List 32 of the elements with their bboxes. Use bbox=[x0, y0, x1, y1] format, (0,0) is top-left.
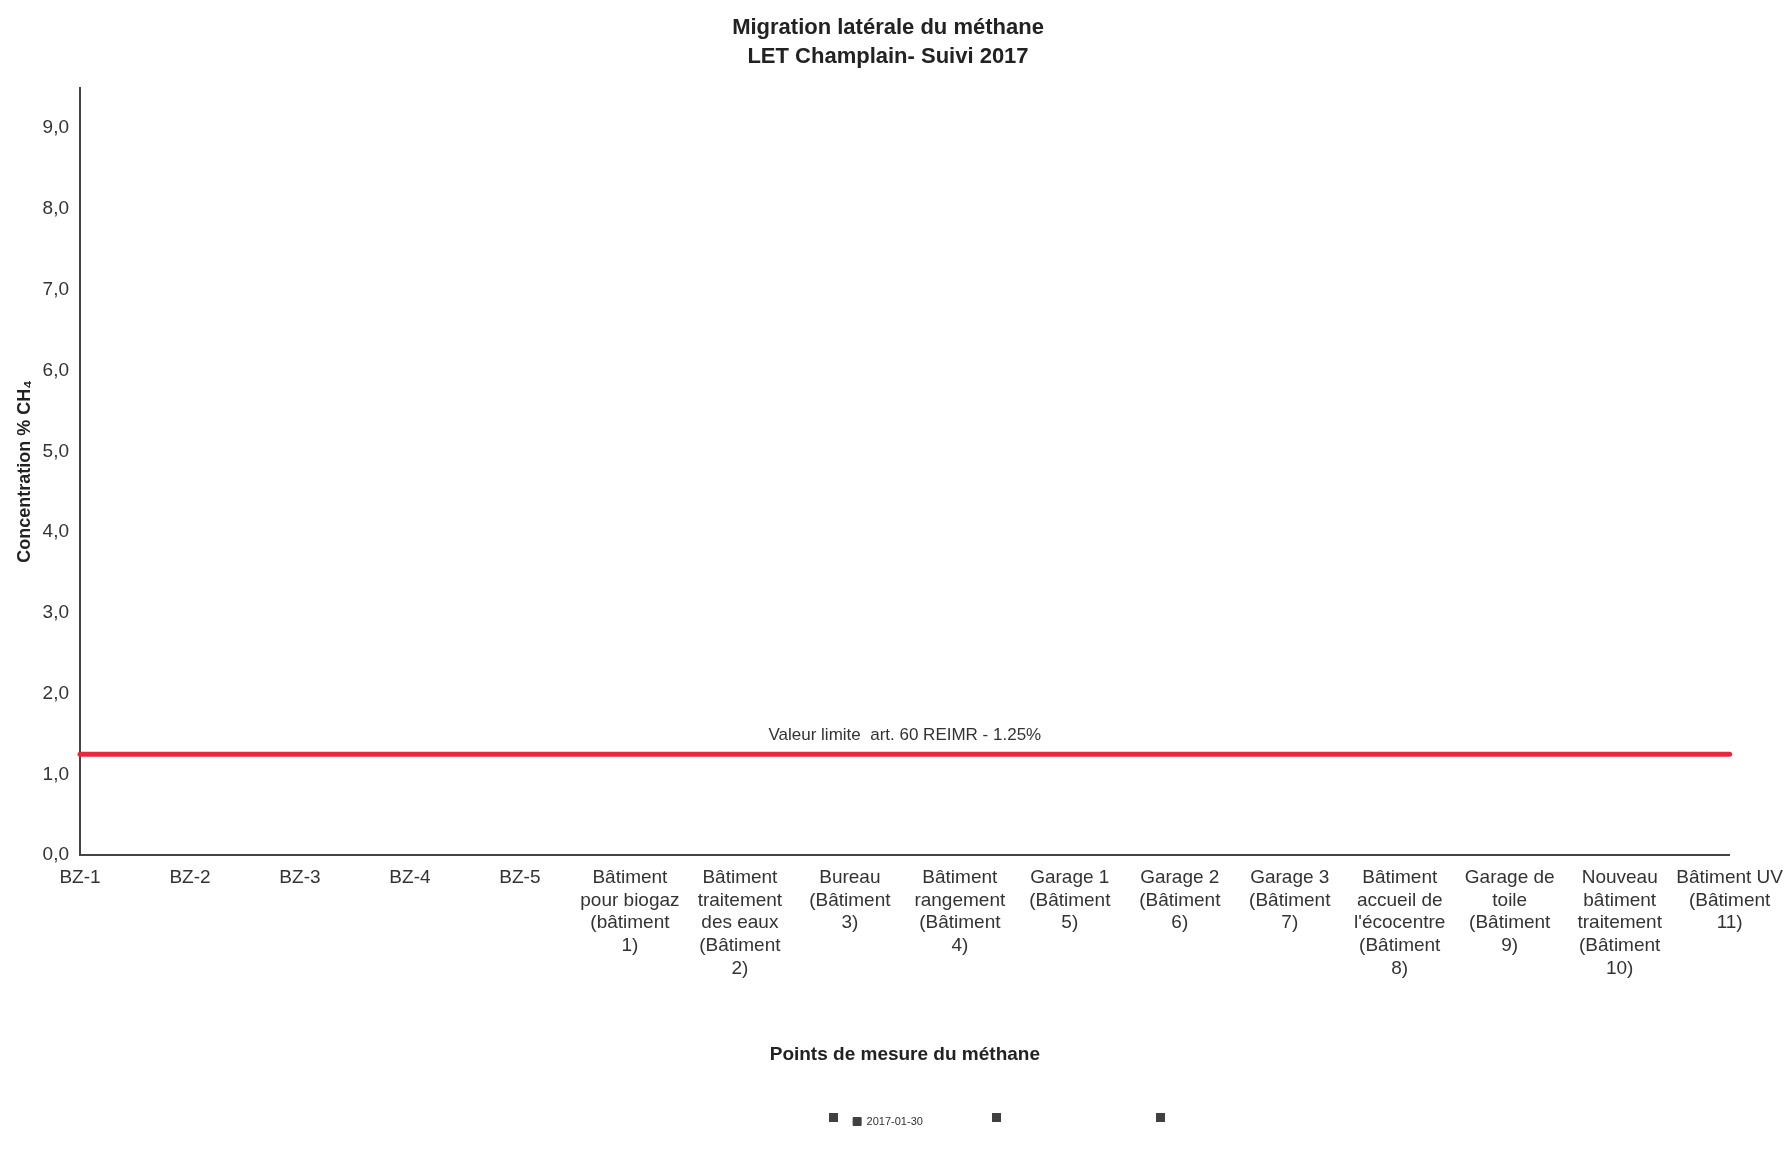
x-tick-label: Bâtiment accueil de l'écocentre (Bâtiment 8) bbox=[1354, 865, 1446, 979]
ref-line-label: Valeur limite art. 60 REIMR - 1.25% bbox=[768, 725, 1042, 745]
x-tick-label: BZ-2 bbox=[169, 865, 211, 887]
x-tick-label: Bâtiment traitement des eaux (Bâtiment 2) bbox=[697, 865, 783, 979]
chart-subtitle: LET Champlain- Suivi 2017 bbox=[747, 42, 1029, 68]
y-tick-label: 7,0 bbox=[42, 277, 70, 299]
y-tick-label: 4,0 bbox=[42, 520, 70, 542]
y-tick-label: 2,0 bbox=[42, 681, 70, 703]
x-tick-label: Bâtiment rangement (Bâtiment 4) bbox=[914, 865, 1006, 956]
x-tick-label: BZ-3 bbox=[279, 865, 321, 887]
x-tick-label: Garage de toile (Bâtiment 9) bbox=[1464, 865, 1555, 956]
y-tick-label: 5,0 bbox=[42, 439, 70, 461]
y-tick-label: 1,0 bbox=[42, 762, 70, 784]
y-tick-label: 0,0 bbox=[42, 843, 70, 865]
legend-label: 2017-01-30 bbox=[866, 1114, 923, 1127]
y-tick-label: 6,0 bbox=[42, 358, 70, 380]
y-axis-title: Concentration % CH₄ bbox=[13, 380, 34, 563]
x-tick-label: BZ-4 bbox=[389, 865, 431, 887]
x-tick-label: Nouveau bâtiment traitement (Bâtiment 10) bbox=[1577, 865, 1663, 979]
x-tick-label: Garage 3 (Bâtiment 7) bbox=[1249, 865, 1332, 933]
y-tick-label: 3,0 bbox=[42, 601, 70, 623]
x-tick-label: BZ-1 bbox=[59, 865, 101, 887]
x-tick-label: Bâtiment pour biogaz (bâtiment 1) bbox=[580, 865, 680, 956]
x-axis-title: Points de mesure du méthane bbox=[769, 1042, 1040, 1064]
x-tick-label: Garage 1 (Bâtiment 5) bbox=[1029, 865, 1112, 933]
x-tick-label: Bureau (Bâtiment 3) bbox=[809, 865, 892, 933]
x-tick-label: BZ-5 bbox=[499, 865, 541, 887]
y-tick-label: 8,0 bbox=[42, 197, 70, 219]
x-tick-label: Garage 2 (Bâtiment 6) bbox=[1139, 865, 1222, 933]
y-tick-label: 9,0 bbox=[42, 116, 70, 138]
chart-title: Migration latérale du méthane bbox=[732, 14, 1044, 40]
x-tick-label: Bâtiment UV (Bâtiment 11) bbox=[1676, 865, 1784, 933]
